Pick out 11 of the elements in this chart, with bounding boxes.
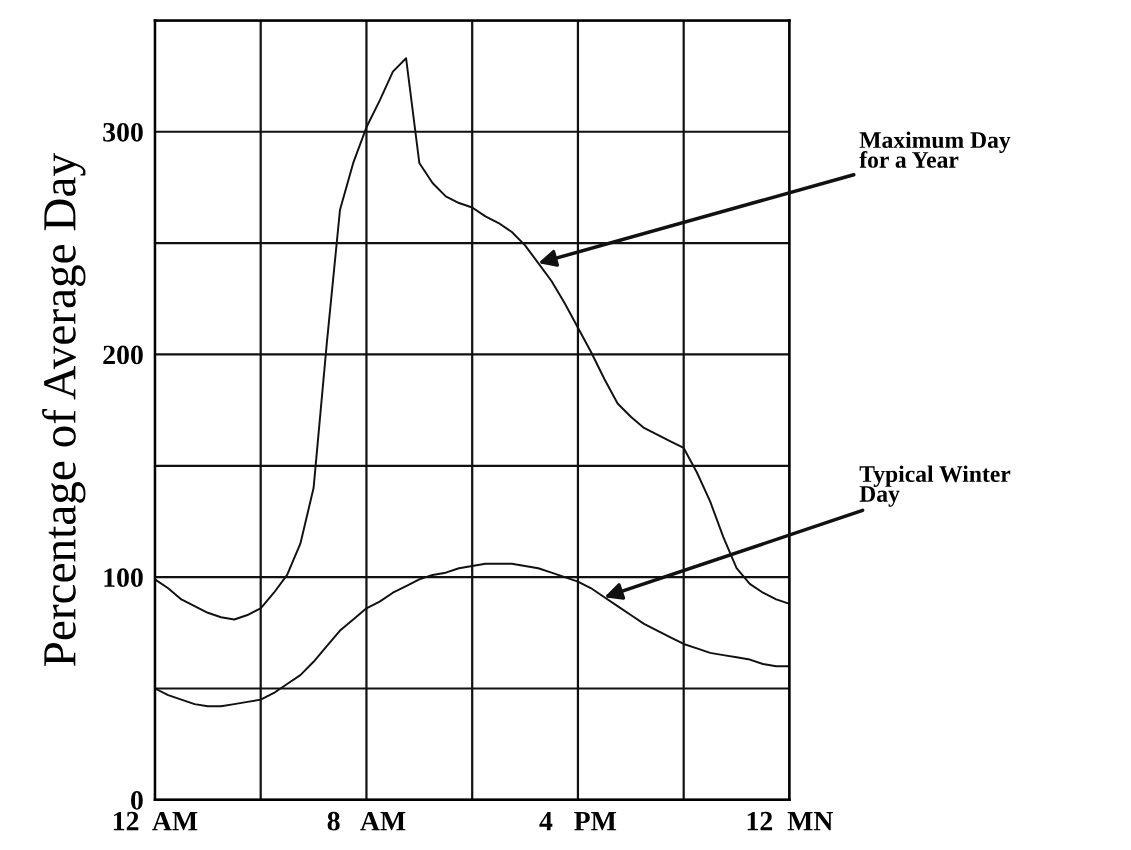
y-axis-title: Percentage of Average Day (42, 153, 86, 666)
x-tick-label: 12 MN (747, 811, 834, 831)
y-tick-label: 200 (103, 345, 143, 365)
x-tick-label: 8 AM (327, 811, 406, 831)
text: Maximum Day for a Year (859, 131, 1011, 168)
x-tick-label: 4 PM (539, 811, 617, 831)
x-tick-label: 12 AM (113, 811, 198, 831)
y-tick-label: 100 (104, 568, 143, 588)
y-tick-label: 300 (103, 122, 143, 142)
y-tick-label: 0 (131, 791, 143, 810)
text: Typical Winter Day (859, 465, 1011, 507)
